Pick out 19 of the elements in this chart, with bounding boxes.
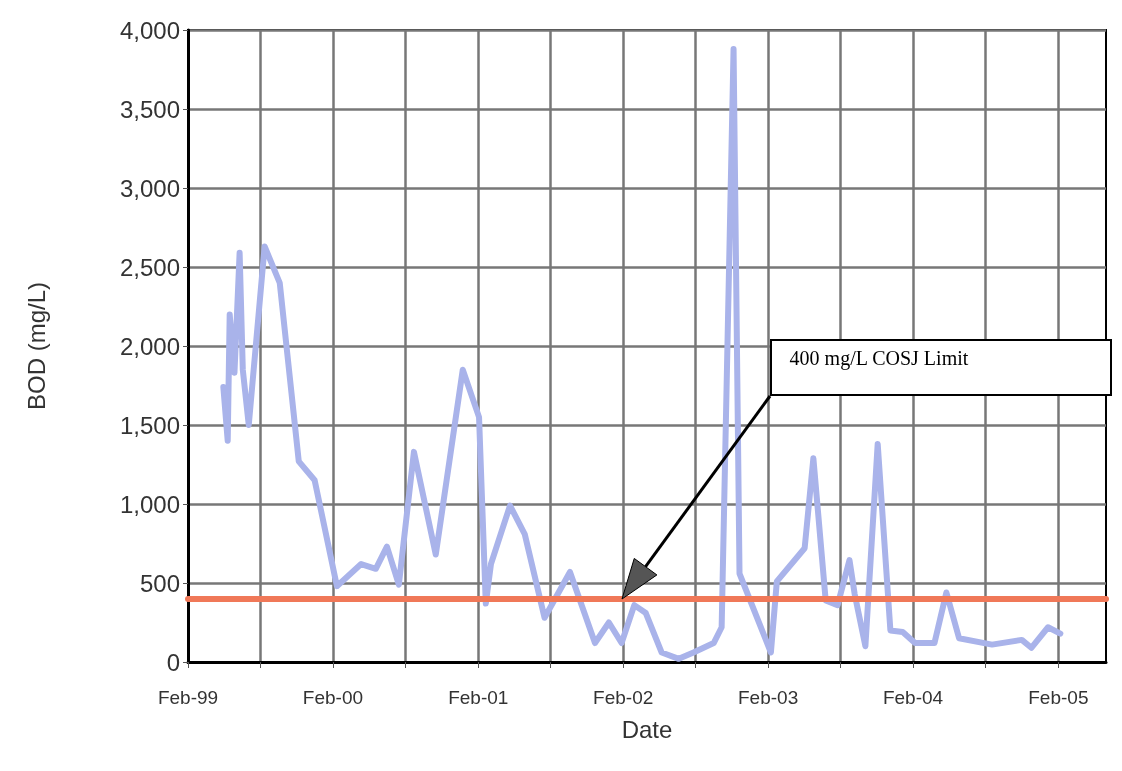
y-tick-label: 0 bbox=[166, 648, 180, 676]
x-axis-title: Date bbox=[621, 715, 673, 743]
x-tick-label: Feb-02 bbox=[593, 687, 654, 708]
y-axis-title: BOD (mg/L) bbox=[22, 281, 50, 411]
x-tick-label: Feb-04 bbox=[882, 687, 944, 708]
y-tick-label: 1,500 bbox=[119, 411, 180, 439]
x-tick-label: Feb-01 bbox=[448, 687, 509, 708]
y-tick-label: 1,000 bbox=[119, 490, 180, 518]
y-tick-label: 3,500 bbox=[119, 95, 180, 123]
y-tick-label: 2,000 bbox=[119, 332, 180, 360]
y-tick-label: 4,000 bbox=[119, 16, 180, 44]
x-tick-label: Feb-05 bbox=[1028, 687, 1089, 708]
y-tick-label: 3,000 bbox=[119, 174, 180, 202]
y-tick-label: 2,500 bbox=[119, 253, 180, 281]
x-tick-label: Feb-00 bbox=[302, 687, 364, 708]
annotation: 400 mg/L COSJ Limit bbox=[789, 346, 969, 370]
y-tick-label: 500 bbox=[139, 569, 180, 597]
x-tick-label: Feb-03 bbox=[738, 687, 799, 708]
x-tick-label: Feb-99 bbox=[157, 687, 219, 708]
